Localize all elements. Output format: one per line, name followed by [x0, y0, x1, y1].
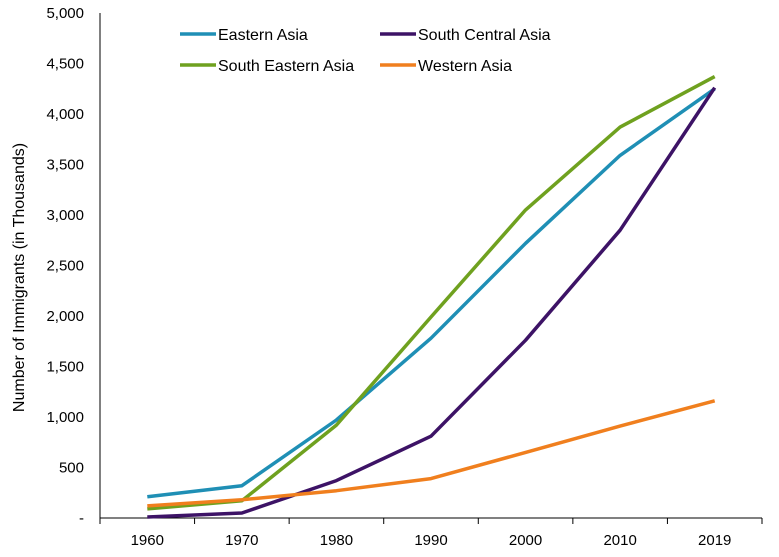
series-line-south-central-asia [147, 86, 717, 519]
y-tick-label: 3,500 [46, 157, 84, 174]
y-tick-label: 1,000 [46, 409, 84, 426]
legend-label-south-central-asia: South Central Asia [418, 27, 551, 44]
x-tick-label: 1990 [414, 532, 447, 549]
y-tick-label: 500 [59, 460, 84, 477]
y-tick-label: 1,500 [46, 359, 84, 376]
series-line-south-eastern-asia [147, 75, 716, 511]
legend-label-western-asia: Western Asia [418, 58, 512, 75]
x-tick-label: 1970 [225, 532, 258, 549]
y-tick-label: 4,500 [46, 56, 84, 73]
series-lines [147, 75, 717, 519]
y-axis-title: Number of Immigrants (in Thousands) [11, 143, 28, 412]
y-tick-label: 3,000 [46, 207, 84, 224]
tick-labels: - 500 1,000 1,500 2,000 2,500 3,000 3,500 4,000 4… [46, 5, 731, 549]
y-tick-label: 2,500 [46, 258, 84, 275]
legend-label-south-eastern-asia: South Eastern Asia [218, 58, 354, 75]
y-tick-label: 2,000 [46, 308, 84, 325]
series-line-western-asia [147, 399, 716, 508]
legend-label-eastern-asia: Eastern Asia [218, 27, 308, 44]
axes [99, 13, 763, 524]
x-tick-label: 1960 [131, 532, 164, 549]
legend: Eastern Asia South Central Asia South East… [180, 27, 551, 75]
y-tick-label: - [79, 510, 84, 527]
x-tick-label: 1980 [320, 532, 353, 549]
y-tick-label: 5,000 [46, 5, 84, 22]
y-tick-label: 4,000 [46, 106, 84, 123]
x-tick-label: 2010 [603, 532, 636, 549]
x-tick-label: 2019 [698, 532, 731, 549]
x-tick-label: 2000 [509, 532, 542, 549]
series-line-eastern-asia [147, 87, 716, 499]
